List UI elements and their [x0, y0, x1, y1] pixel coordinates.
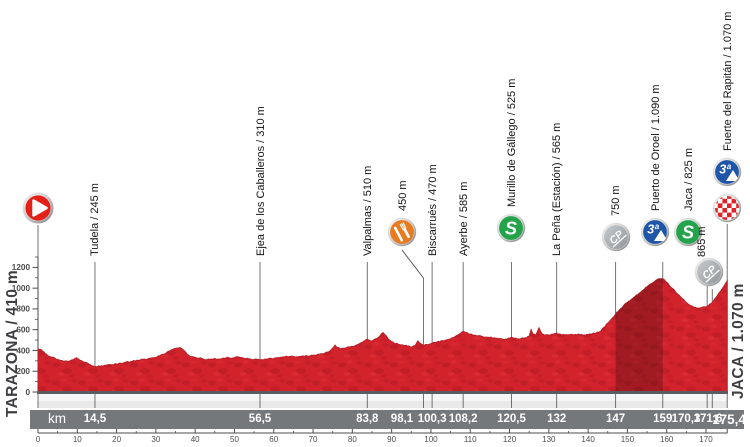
km-ruler-tick-label: 110 — [464, 435, 477, 444]
waypoint-label: Ejea de los Caballeros / 310 m — [254, 106, 267, 256]
svg-text:3ª: 3ª — [719, 163, 731, 177]
km-ruler-tick-label: 90 — [387, 435, 396, 444]
km-band-value: 100,3 — [417, 413, 447, 425]
km-ruler-tick-label: 170 — [699, 435, 713, 444]
y-axis-tick-label: 400 — [16, 346, 30, 355]
waypoint-label: Puerto de Oroel / 1.090 m — [649, 84, 662, 211]
waypoint-label: Murillo de Gállego / 525 m — [505, 78, 518, 207]
km-ruler-tick-label: 160 — [660, 435, 674, 444]
km-ruler-tick-label: 0 — [36, 435, 41, 444]
intermediate-sprint-icon: S — [673, 217, 703, 247]
km-band-value: 98,1 — [390, 413, 414, 425]
waypoint-label: Fuerte del Rapitán / 1.070 m — [721, 11, 734, 151]
waypoint-label: Jaca / 825 m — [682, 148, 695, 211]
finish-town-title: JACA / 1.070 m — [730, 283, 747, 399]
y-axis-tick-label: 200 — [16, 367, 30, 376]
km-band-label: km — [48, 411, 66, 426]
km-ruler-tick-label: 130 — [542, 435, 556, 444]
km-ruler-tick-label: 20 — [112, 435, 121, 444]
km-band-value: 56,5 — [248, 413, 272, 425]
km-ruler-tick-label: 10 — [73, 435, 82, 444]
km-band-value: 175,4 — [712, 412, 746, 427]
km-band-value: 120,5 — [497, 413, 526, 425]
km-band: km 14,5 56,5 83,8 98,1 100,3 108,2 120,5 132 147… — [30, 410, 746, 429]
intermediate-sprint-icon: S — [496, 213, 526, 243]
km-ruler-tick-label: 150 — [621, 435, 635, 444]
km-ruler-tick-label: 70 — [309, 435, 318, 444]
waypoint-label: 865 m — [695, 226, 708, 257]
waypoint-label: Tudela / 245 m — [89, 183, 102, 256]
y-axis-tick-label: 1000 — [12, 284, 31, 293]
km-ruler-tick-label: 120 — [503, 435, 517, 444]
km-ruler-tick-label: 30 — [151, 435, 160, 444]
y-axis-tick-label: 600 — [16, 325, 30, 334]
waypoint-label: La Peña (Estación) / 565 m — [551, 122, 564, 256]
feedzone-leader-line — [401, 249, 424, 279]
svg-text:S: S — [505, 218, 517, 238]
svg-text:S: S — [682, 222, 694, 242]
km-ruler-tick-label: 50 — [230, 435, 239, 444]
feed-zone-icon — [387, 217, 417, 247]
km-band-value: 170,3 — [671, 413, 701, 425]
waypoint-label: Valpalmas / 510 m — [361, 165, 374, 256]
waypoint-label: Biscarrués / 470 m — [426, 164, 439, 256]
checkpoint-cp-icon: CP — [694, 257, 724, 287]
stage-start-icon — [21, 191, 55, 225]
km-ruler-tick-label: 60 — [269, 435, 278, 444]
km-band-value: 83,8 — [356, 413, 379, 425]
stage-finish-icon — [712, 193, 742, 223]
km-band-value: 159 — [653, 413, 673, 425]
sub-baseline-strip — [38, 401, 728, 408]
waypoint-label: 750 m — [610, 185, 623, 216]
checkpoint-cp-icon: CP — [601, 222, 631, 252]
km-ruler-tick-label: 140 — [581, 435, 595, 444]
y-axis-tick-label: 1200 — [12, 263, 31, 272]
km-ruler-tick-label: 100 — [424, 435, 438, 444]
waypoint-label: Ayerbe / 585 m — [457, 181, 470, 256]
category-3-climb-icon: 3ª — [712, 157, 742, 187]
start-town-title: TARAZONA / 410 m — [4, 270, 21, 417]
km-band-value: 14,5 — [83, 413, 107, 425]
elevation-profile-area — [37, 278, 728, 393]
waypoint-label: 450 m — [396, 180, 409, 211]
km-ruler-tick-label: 40 — [191, 435, 200, 444]
km-band-value: 108,2 — [448, 413, 478, 425]
km-band-value: 171,6 — [693, 413, 723, 425]
baseline — [37, 391, 728, 394]
km-ruler-tick-label: 80 — [348, 435, 357, 444]
y-axis-tick-label: 800 — [16, 305, 30, 314]
sub-baseline-strip — [38, 394, 728, 401]
svg-text:3ª: 3ª — [647, 223, 659, 237]
climb-shade-section — [615, 278, 663, 392]
category-3-climb-icon: 3ª — [640, 217, 670, 247]
km-band-value: 147 — [606, 413, 626, 425]
y-axis-tick-label: 0 — [25, 388, 30, 397]
km-band-value: 132 — [547, 413, 567, 425]
